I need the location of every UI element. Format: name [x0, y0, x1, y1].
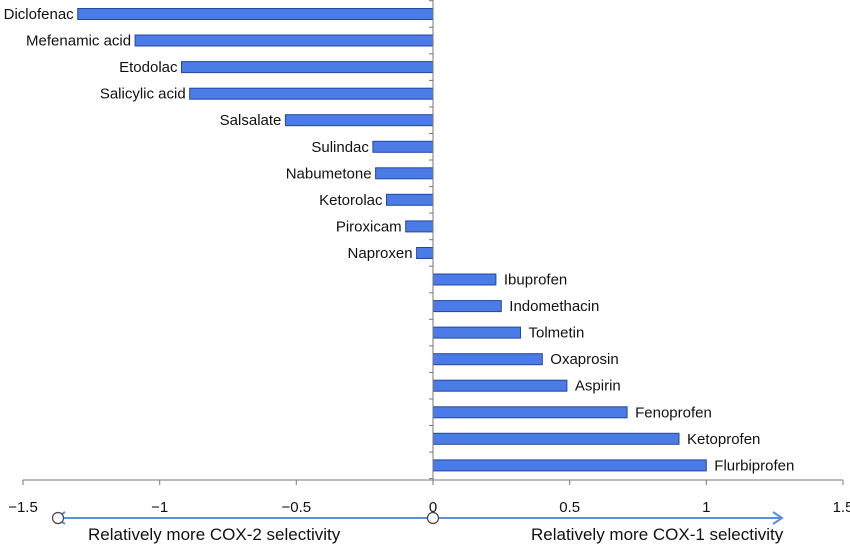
arrow-head-right-icon [772, 511, 784, 525]
bar-ketorolac [386, 193, 434, 206]
bar-aspirin [432, 379, 568, 392]
category-label: Flurbiprofen [714, 457, 794, 474]
category-label: Salicylic acid [100, 86, 186, 103]
bar-tolmetin [432, 326, 521, 339]
bar-salicylic-acid [189, 87, 434, 100]
category-label: Etodolac [119, 59, 178, 76]
bar-etodolac [181, 61, 434, 74]
category-label: Fenoprofen [635, 404, 712, 421]
x-tick-label: 1 [702, 499, 710, 516]
bars-group [77, 8, 707, 472]
category-label: Mefenamic acid [26, 33, 131, 50]
bar-diclofenac [77, 8, 434, 20]
category-label: Oxaprosin [550, 351, 618, 368]
category-label: Nabumetone [286, 165, 372, 182]
bar-sulindac [372, 140, 434, 153]
category-label: Piroxicam [336, 218, 402, 235]
x-tick-label: 0 [429, 499, 437, 516]
category-label: Naproxen [348, 245, 413, 262]
y-tick-marks [429, 0, 433, 480]
category-label: Aspirin [575, 378, 621, 395]
x-tick-marks [22, 480, 844, 485]
x-tick-label: 1.5 [833, 499, 850, 516]
x-tick-label: 0.5 [559, 499, 580, 516]
arrow-start-circle-icon [51, 511, 65, 525]
category-label: Ibuprofen [504, 272, 567, 289]
arrow-origin-circle-icon [426, 511, 440, 525]
category-label: Ketorolac [319, 192, 383, 209]
bar-nabumetone [375, 167, 434, 180]
x-tick-labels: −1.5 −1 −0.5 0 0.5 1 1.5 [8, 499, 850, 516]
x-tick-label: −0.5 [281, 499, 311, 516]
bar-ketoprofen [432, 432, 680, 445]
bar-indomethacin [432, 300, 502, 313]
selectivity-arrow [51, 511, 784, 525]
category-label: Tolmetin [529, 325, 585, 342]
category-label: Diclofenac [4, 6, 75, 23]
bar-fenoprofen [432, 406, 628, 419]
category-label: Salsalate [220, 112, 282, 129]
category-label: Indomethacin [509, 298, 599, 315]
category-label: Ketoprofen [687, 431, 760, 448]
bar-oxaprosin [432, 353, 543, 366]
bar-mefenamic-acid [134, 34, 434, 47]
category-labels-group: Diclofenac Mefenamic acid Etodolac Salicyli… [4, 6, 795, 474]
bar-piroxicam [405, 220, 434, 233]
x-tick-label: −1 [151, 499, 168, 516]
cox1-selectivity-label: Relatively more COX-1 selectivity [531, 525, 784, 544]
category-label: Sulindac [311, 139, 369, 156]
bar-flurbiprofen [432, 459, 707, 472]
cox2-selectivity-label: Relatively more COX-2 selectivity [88, 525, 341, 544]
bar-ibuprofen [432, 273, 497, 286]
x-tick-label: −1.5 [8, 499, 38, 516]
bar-naproxen [416, 247, 434, 259]
bar-salsalate [284, 114, 434, 127]
